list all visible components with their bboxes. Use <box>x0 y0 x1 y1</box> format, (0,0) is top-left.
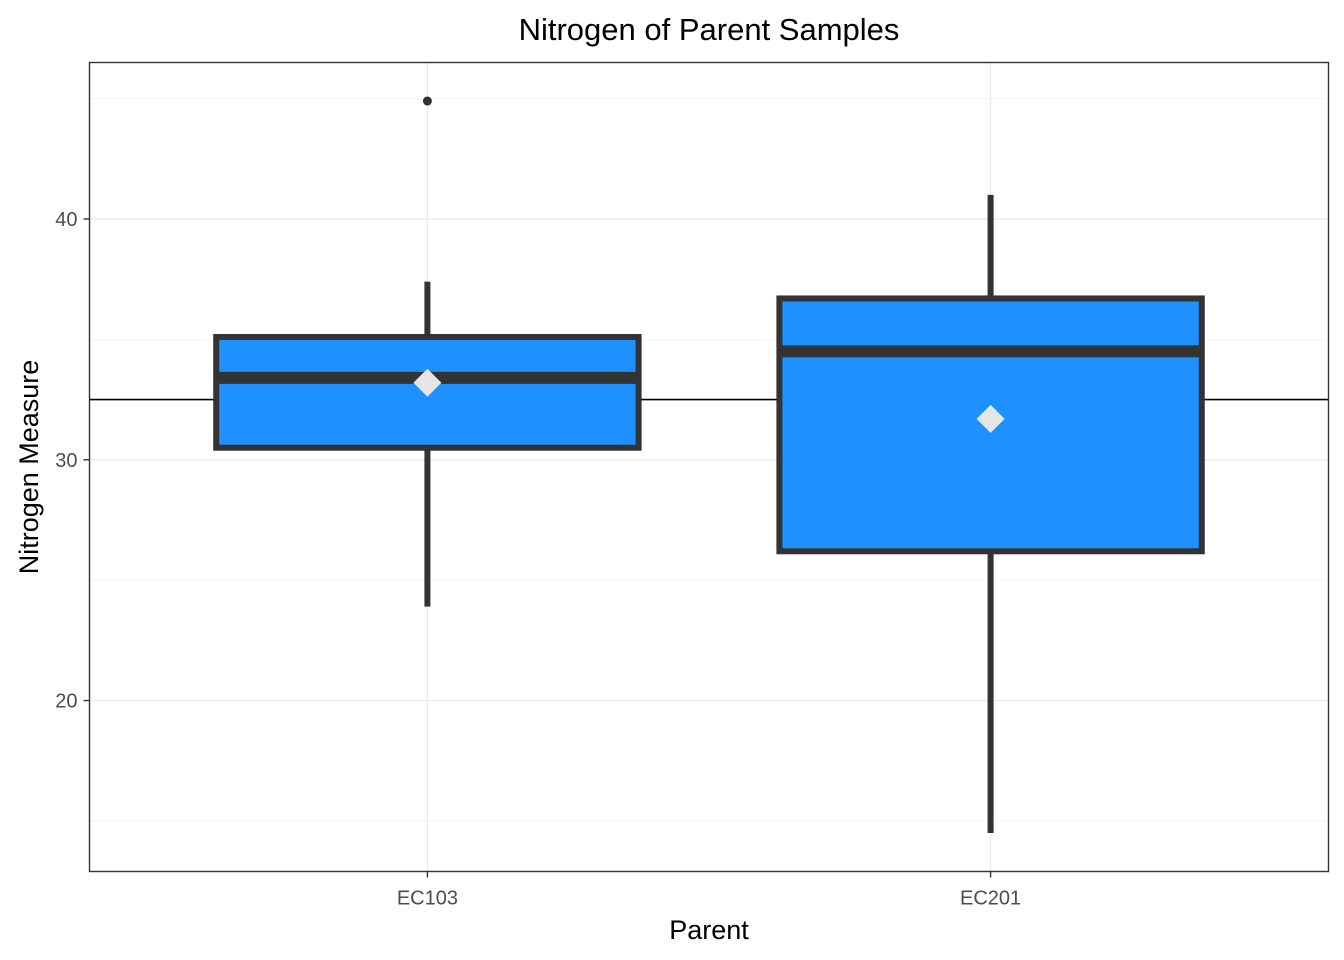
x-tick-label: EC103 <box>397 888 458 910</box>
x-tick-label: EC201 <box>960 888 1021 910</box>
box-series <box>213 96 1205 833</box>
x-axis: EC103 EC201 <box>397 871 1021 910</box>
y-tick-label: 30 <box>55 450 77 472</box>
box-ec201 <box>776 194 1205 833</box>
y-axis: 20 30 40 <box>55 209 90 713</box>
y-axis-title: Nitrogen Measure <box>14 360 44 575</box>
mean-marker <box>976 404 1005 433</box>
x-axis-title: Parent <box>669 915 749 945</box>
y-tick-label: 40 <box>55 209 77 231</box>
panel-border <box>88 61 1330 873</box>
chart-title: Nitrogen of Parent Samples <box>519 12 900 47</box>
mean-marker <box>413 368 442 397</box>
outlier-point <box>422 96 432 106</box>
y-tick-label: 20 <box>55 691 77 713</box>
